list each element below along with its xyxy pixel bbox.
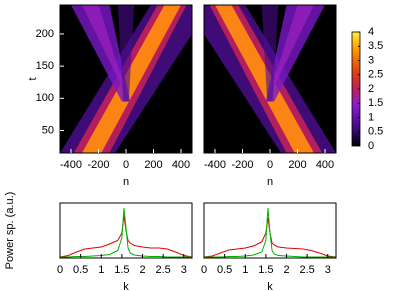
x-tick-label: -200 [87,159,109,171]
x-tick-label: 200 [288,159,306,171]
beam [215,5,314,153]
colorbar-tick-label: 2.5 [368,69,383,81]
beam [265,5,325,102]
beam [82,5,126,92]
plot-frame [59,202,193,259]
beam [71,5,131,102]
colorbar-tick-label: 1.5 [368,97,383,109]
colorbar-tick-label: 4 [368,26,374,38]
x-tick-label: 0.5 [217,264,232,276]
x-tick-label: 1 [98,264,104,276]
x-axis-label: n [267,176,273,188]
spectrum-line [60,207,192,258]
x-axis-label: k [123,281,129,291]
heatmap-image [60,5,192,153]
colorbar-tick-label: 0 [368,140,374,152]
x-tick-label: 0.5 [73,264,88,276]
x-tick-label: 2.5 [155,264,170,276]
x-tick-label: 3 [181,264,187,276]
y-axis-label: Power sp. (a.u.) [4,192,16,270]
x-tick-label: 2.5 [299,264,314,276]
heatmap-image [204,5,336,153]
y-tick-label: 150 [36,60,54,72]
x-tick-label: -400 [204,159,226,171]
x-tick-label: 3 [325,264,331,276]
x-axis-label: k [267,281,273,291]
x-tick-label: 400 [316,159,334,171]
x-tick-label: -200 [231,159,253,171]
x-tick-label: -400 [60,159,82,171]
x-tick-label: 1.5 [114,264,129,276]
x-tick-label: 1.5 [258,264,273,276]
x-tick-label: 2 [139,264,145,276]
beam [117,5,135,102]
colorbar-tick-label: 1 [368,111,374,123]
x-tick-label: 400 [172,159,190,171]
beam [82,5,181,153]
x-tick-label: 0 [267,159,273,171]
x-tick-label: 200 [144,159,162,171]
colorbar-tick-label: 2 [368,83,374,95]
y-tick-label: 200 [36,28,54,40]
x-tick-label: 2 [283,264,289,276]
x-tick-label: 1 [242,264,248,276]
spectrum-line [204,207,336,258]
plot-frame [203,202,337,259]
x-axis-label: n [123,176,129,188]
beam [261,5,279,102]
y-tick-label: 50 [42,124,54,136]
x-tick-label: 0 [57,264,63,276]
beam [270,5,314,92]
x-tick-label: 0 [201,264,207,276]
colorbar-tick-label: 3.5 [368,40,383,52]
y-axis-label: t [27,77,39,80]
colorbar-tick-label: 0.5 [368,126,383,138]
x-tick-label: 0 [123,159,129,171]
y-tick-label: 100 [36,92,54,104]
colorbar-tick-label: 3 [368,54,374,66]
